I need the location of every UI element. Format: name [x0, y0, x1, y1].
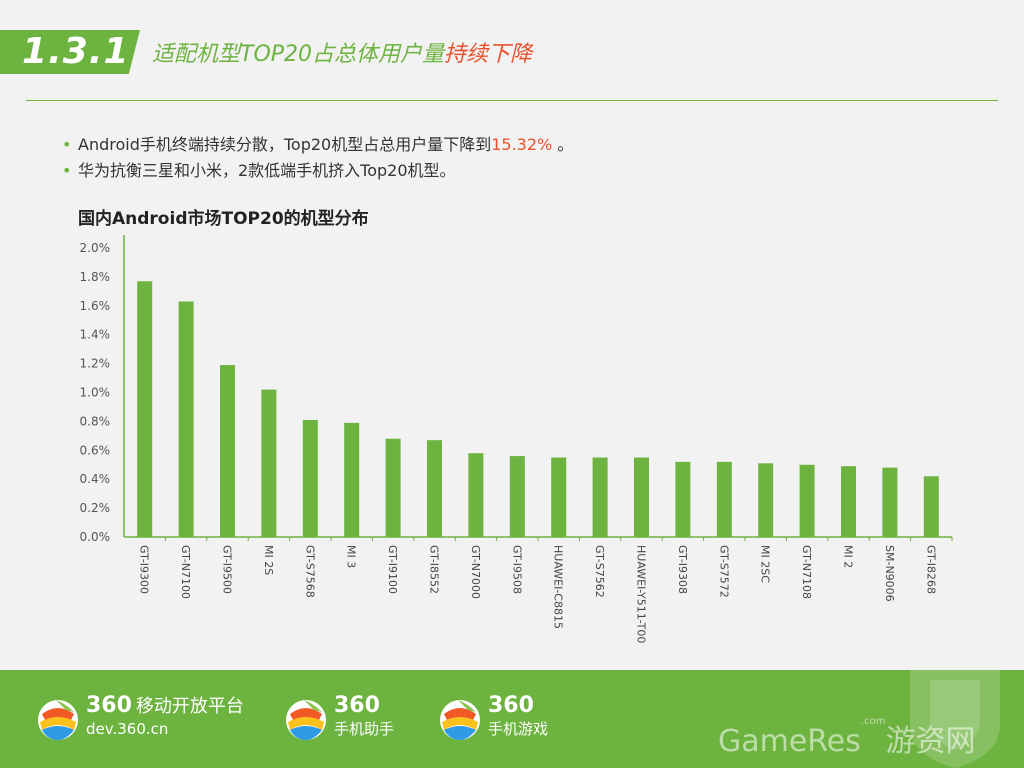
- x-category-label: GT-I9308: [676, 545, 689, 594]
- bar-mi-2sc: [758, 463, 774, 537]
- x-category-label: GT-S7572: [717, 545, 730, 598]
- brand-subtitle: 手机游戏: [488, 720, 549, 738]
- section-title-main: 适配机型TOP20占总体用户量: [152, 42, 445, 67]
- x-category-label: HUAWEI-Y511-T00: [635, 545, 648, 643]
- bar-gt-i8268: [923, 476, 939, 537]
- brand-app-assistant: 360 手机助手: [284, 694, 424, 750]
- y-tick-label: 1.2%: [80, 357, 111, 371]
- x-category-label: MI 3: [345, 545, 358, 568]
- x-category-label: HUAWEI-C8815: [552, 545, 565, 629]
- bullet-item: • 华为抗衡三星和小米，2款低端手机挤入Top20机型。: [62, 158, 573, 184]
- y-tick-label: 1.8%: [80, 270, 111, 284]
- section-number-box: [0, 30, 140, 74]
- bar-gt-s7562: [592, 457, 608, 537]
- bullet-list: • Android手机终端持续分散，Top20机型占总用户量下降到15.32% …: [62, 132, 573, 184]
- y-tick-label: 0.4%: [80, 472, 111, 486]
- section-number: 1.3.1: [22, 31, 130, 72]
- footer-bar: 360 移动开放平台 dev.360.cn 360 手机助手 360 手机游戏 G…: [0, 670, 1024, 768]
- brand-number: 360 移动开放平台: [86, 694, 244, 719]
- bar-sm-n9006: [882, 467, 898, 537]
- x-category-label: GT-N7000: [469, 545, 482, 599]
- bar-gt-i9508: [509, 456, 525, 537]
- y-tick-label: 0.2%: [80, 501, 111, 515]
- x-category-label: GT-I9508: [510, 545, 523, 594]
- 360-ball-logo-icon: [440, 700, 480, 740]
- y-tick-label: 1.6%: [80, 299, 111, 313]
- y-tick-label: 1.4%: [80, 328, 111, 342]
- x-category-label: GT-I9500: [221, 545, 234, 594]
- bullet-dot-icon: •: [62, 161, 72, 180]
- brand-cn-text: 移动开放平台: [135, 696, 244, 717]
- bar-gt-i9500: [220, 365, 235, 537]
- x-category-label: GT-S7562: [593, 545, 606, 598]
- x-category-label: GT-N7108: [800, 545, 813, 599]
- bar-mi-3: [344, 422, 360, 537]
- brand-num-text: 360: [86, 693, 132, 718]
- y-tick-label: 0.0%: [80, 530, 111, 544]
- x-category-label: SM-N9006: [883, 545, 896, 602]
- brand-number: 360: [334, 693, 380, 718]
- y-tick-label: 1.0%: [80, 386, 111, 400]
- bar-gt-n7000: [468, 453, 484, 537]
- bar-huawei-c8815: [551, 457, 567, 537]
- x-category-label: MI 2SC: [759, 545, 772, 583]
- bullet-item: • Android手机终端持续分散，Top20机型占总用户量下降到15.32% …: [62, 132, 573, 158]
- bar-gt-s7572: [716, 461, 732, 537]
- bar-mi-2: [841, 466, 856, 537]
- bar-gt-i9100: [385, 438, 401, 537]
- brand-subtitle: dev.360.cn: [86, 720, 169, 738]
- y-tick-label: 2.0%: [80, 241, 111, 255]
- 360-ball-logo-icon: [286, 700, 326, 740]
- watermark-cn: 游资网: [885, 724, 976, 759]
- section-title-highlight: 持续下降: [444, 42, 533, 67]
- x-category-label: MI 2S: [262, 545, 275, 575]
- chart-title: 国内Android市场TOP20的机型分布: [78, 209, 369, 229]
- brand-number: 360: [488, 693, 534, 718]
- y-tick-label: 0.6%: [80, 443, 111, 457]
- bullet-highlight: 15.32%: [491, 135, 553, 154]
- brand-subtitle: 手机助手: [334, 720, 395, 738]
- bar-gt-i9308: [675, 461, 691, 537]
- x-category-label: GT-I8552: [428, 545, 441, 594]
- x-category-label: GT-I9300: [138, 545, 151, 594]
- slide-header: 1.3.1 适配机型TOP20占总体用户量持续下降: [0, 0, 1024, 110]
- bar-chart: 0.0% 0.2% 0.4% 0.6% 0.8% 1.0% 1.2% 1.4% 1.6% 1.8%…: [80, 235, 953, 643]
- bar-gt-n7100: [178, 301, 194, 537]
- bar-gt-s7568: [302, 419, 318, 537]
- x-category-label: GT-N7100: [179, 545, 192, 599]
- brand-dev-platform: 360 移动开放平台 dev.360.cn: [36, 694, 266, 750]
- shield-watermark-icon: [910, 670, 1000, 768]
- brand-mobile-games: 360 手机游戏: [438, 694, 578, 750]
- 360-ball-logo-icon: [38, 700, 78, 740]
- section-title: 适配机型TOP20占总体用户量持续下降: [152, 36, 532, 68]
- bullet-dot-icon: •: [62, 135, 72, 154]
- bar-mi-2s: [261, 389, 277, 537]
- bar-gt-i9300: [137, 281, 153, 537]
- watermark-domain: .com: [860, 716, 886, 727]
- gameres-watermark: GameRes.com游资网: [718, 716, 975, 760]
- bar-gt-n7108: [799, 464, 815, 537]
- x-category-label: GT-I8268: [924, 545, 937, 594]
- x-category-label: MI 2: [842, 545, 855, 568]
- watermark-text: GameRes: [718, 724, 861, 759]
- bar-gt-i8552: [427, 440, 442, 537]
- bullet-suffix: 。: [552, 135, 574, 154]
- bullet-text: Android手机终端持续分散，Top20机型占总用户量下降到: [78, 135, 492, 154]
- y-tick-label: 0.8%: [80, 414, 111, 428]
- header-divider: [26, 100, 998, 101]
- bar-huawei-y511-t00: [634, 457, 649, 537]
- x-category-label: GT-S7568: [303, 545, 316, 598]
- x-category-label: GT-I9100: [386, 545, 399, 594]
- bullet-text: 华为抗衡三星和小米，2款低端手机挤入Top20机型。: [78, 161, 456, 180]
